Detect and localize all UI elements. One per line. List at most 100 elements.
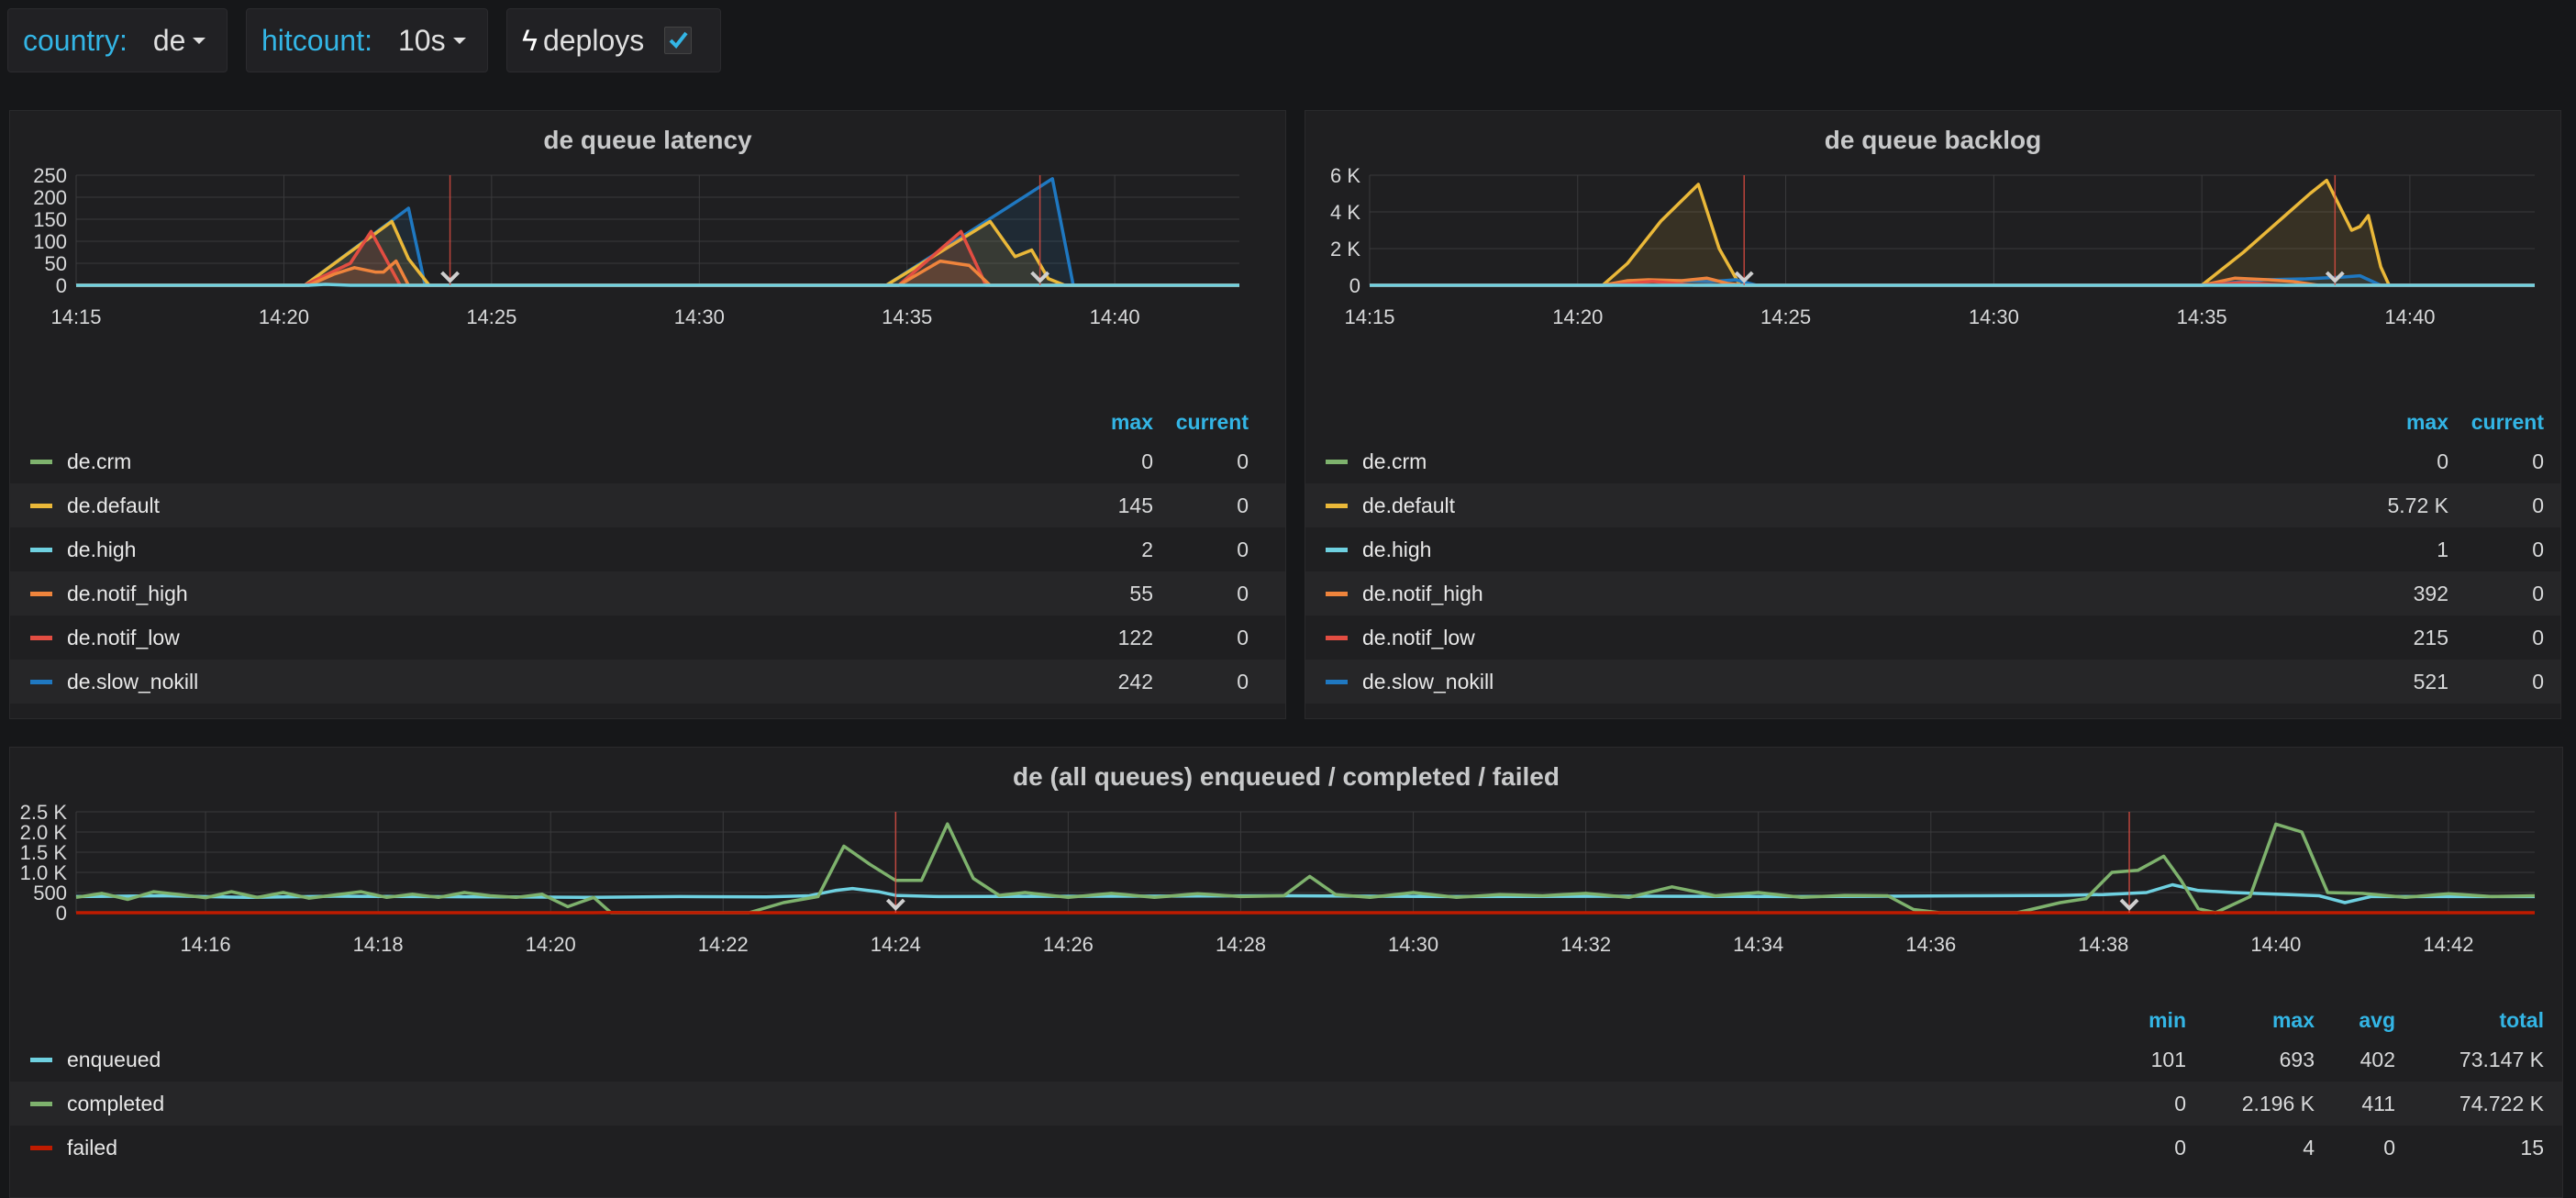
deploys-checkbox[interactable]: [664, 27, 693, 54]
legend-swatch[interactable]: [1326, 460, 1348, 464]
legend-header-total[interactable]: total: [2499, 1008, 2544, 1032]
legend-row[interactable]: failed 0 4 0 15: [10, 1126, 2562, 1170]
legend-row[interactable]: de.notif_low 122 0: [10, 616, 1285, 660]
legend-swatch[interactable]: [30, 1102, 52, 1106]
country-value[interactable]: de: [152, 23, 186, 57]
legend-row[interactable]: de.crm 0 0: [1305, 439, 2560, 483]
series-line-default[interactable]: [1370, 178, 2535, 287]
legend-series-name[interactable]: de.notif_high: [67, 582, 188, 605]
deploy-marker-icon[interactable]: [885, 898, 905, 911]
legend-header-current[interactable]: current: [2471, 410, 2544, 434]
legend-header-max[interactable]: max: [2271, 1008, 2315, 1032]
country-variable[interactable]: country: de: [7, 8, 228, 72]
legend-row[interactable]: de.default 5.72 K 0: [1305, 483, 2560, 527]
legend-series-name[interactable]: de.slow_nokill: [1362, 670, 1494, 693]
deploys-toggle[interactable]: ϟ deploys: [506, 8, 721, 72]
series-line-completed[interactable]: [75, 822, 2536, 915]
legend-swatch[interactable]: [1326, 592, 1348, 596]
legend-header-max[interactable]: max: [2405, 410, 2448, 434]
legend-row[interactable]: de.notif_high 392 0: [1305, 571, 2560, 616]
legend-row[interactable]: enqueued 101 693 402 73.147 K: [10, 1037, 2562, 1082]
legend-swatch[interactable]: [1326, 636, 1348, 640]
legend-series-name[interactable]: de.high: [1362, 538, 1432, 561]
legend-swatch[interactable]: [30, 1058, 52, 1062]
legend-series-name[interactable]: enqueued: [67, 1048, 161, 1071]
y-tick-label: 0: [56, 274, 67, 297]
y-tick-label: 200: [33, 186, 67, 209]
legend-swatch[interactable]: [30, 592, 52, 596]
legend-series-name[interactable]: de.notif_low: [67, 626, 180, 649]
legend-row[interactable]: de.crm 0 0: [10, 439, 1285, 483]
legend-row[interactable]: de.slow_nokill 242 0: [10, 660, 1285, 704]
bolt-icon: ϟ: [522, 23, 538, 57]
series-line-high[interactable]: [76, 283, 1239, 287]
legend-series-name[interactable]: de.default: [1362, 494, 1456, 517]
x-tick-label: 14:28: [1216, 933, 1266, 956]
series-line-enqueued[interactable]: [75, 882, 2535, 904]
legend-value-current: 0: [2532, 449, 2544, 473]
legend-value-max: 242: [1117, 670, 1153, 693]
legend-row[interactable]: de.notif_high 55 0: [10, 571, 1285, 616]
legend-row[interactable]: de.slow_nokill 521 0: [1305, 660, 2560, 704]
legend-swatch[interactable]: [1326, 548, 1348, 552]
y-tick-label: 1.5 K: [20, 841, 68, 864]
legend-swatch[interactable]: [1326, 504, 1348, 508]
legend-row[interactable]: de.high 2 0: [10, 527, 1285, 571]
legend-header-avg[interactable]: avg: [2359, 1008, 2395, 1032]
legend-value-current: 0: [1237, 494, 1249, 517]
legend-series-name[interactable]: de.notif_low: [1362, 626, 1475, 649]
legend-header-min[interactable]: min: [2149, 1008, 2186, 1032]
series-line-notif_high[interactable]: [76, 259, 1239, 287]
legend-swatch[interactable]: [30, 636, 52, 640]
legend-row[interactable]: de.high 1 0: [1305, 527, 2560, 571]
legend-series-name[interactable]: de.crm: [67, 449, 132, 473]
series-area-default: [1370, 180, 2535, 285]
legend-header-max[interactable]: max: [1110, 410, 1153, 434]
panel-title[interactable]: de queue backlog: [1824, 126, 2042, 154]
legend-value-current: 0: [2532, 494, 2544, 517]
hitcount-variable[interactable]: hitcount: 10s: [246, 8, 488, 72]
deploy-marker-icon[interactable]: [1734, 271, 1754, 283]
backlog-chart[interactable]: 0 2 K 4 K 6 K 14:15 14:20 14:25 14:30 14:35 14:40: [1305, 157, 2562, 450]
deploy-marker-icon[interactable]: [1030, 271, 1050, 283]
legend-series-name[interactable]: de.high: [67, 538, 137, 561]
legend-swatch[interactable]: [30, 680, 52, 684]
legend-row[interactable]: de.notif_low 215 0: [1305, 616, 2560, 660]
legend-value-current: 0: [1237, 582, 1249, 605]
legend-series-name[interactable]: failed: [67, 1136, 117, 1159]
hitcount-value[interactable]: 10s: [397, 23, 446, 57]
legend-row[interactable]: de.default 145 0: [10, 483, 1285, 527]
legend-swatch[interactable]: [30, 1146, 52, 1150]
legend-series-name[interactable]: de.notif_high: [1362, 582, 1483, 605]
legend-series-name[interactable]: de.slow_nokill: [67, 670, 199, 693]
y-tick-label: 100: [33, 230, 67, 253]
y-tick-label: 250: [33, 164, 67, 187]
legend-value-current: 0: [2532, 626, 2544, 649]
legend-value-current: 0: [1237, 449, 1249, 473]
panel-title[interactable]: de (all queues) enqueued / completed / f…: [1013, 762, 1560, 791]
legend-value-avg: 0: [2383, 1136, 2395, 1159]
legend-series-name[interactable]: completed: [67, 1092, 165, 1115]
chevron-down-icon[interactable]: [452, 37, 466, 44]
x-tick-label: 14:30: [1969, 305, 2019, 328]
deploy-marker-icon[interactable]: [2325, 271, 2345, 283]
legend-value-max: 5.72 K: [2387, 494, 2449, 517]
deploy-marker-icon[interactable]: [2119, 898, 2139, 911]
legend-swatch[interactable]: [30, 548, 52, 552]
deploy-marker-icon[interactable]: [440, 271, 460, 283]
chevron-down-icon[interactable]: [193, 37, 206, 44]
legend: max current de.crm 0 0 de.default 145 0 de.hig…: [10, 403, 1285, 704]
legend-series-name[interactable]: de.default: [67, 494, 161, 517]
y-tick-label: 1.0 K: [20, 861, 68, 884]
panel-title[interactable]: de queue latency: [543, 126, 752, 154]
legend-swatch[interactable]: [30, 504, 52, 508]
legend-swatch[interactable]: [30, 460, 52, 464]
check-icon: [669, 31, 688, 50]
legend-swatch[interactable]: [1326, 680, 1348, 684]
legend-header-current[interactable]: current: [1175, 410, 1249, 434]
legend-series-name[interactable]: de.crm: [1362, 449, 1427, 473]
legend-value-max: 0: [1141, 449, 1153, 473]
legend-row[interactable]: completed 0 2.196 K 411 74.722 K: [10, 1082, 2562, 1126]
